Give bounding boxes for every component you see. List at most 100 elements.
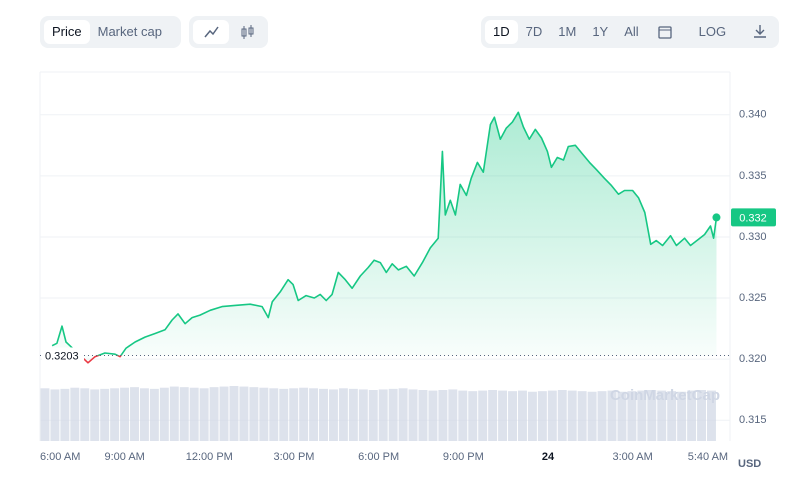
volume-bar: [458, 390, 468, 441]
candle-style-button[interactable]: [229, 20, 265, 44]
volume-bar: [100, 388, 110, 441]
volume-bar: [498, 390, 508, 441]
volume-bar: [537, 391, 547, 441]
volume-bar: [249, 387, 259, 441]
volume-bar: [80, 388, 90, 441]
volume-bar: [328, 389, 338, 441]
volume-bar: [398, 388, 408, 441]
volume-bar: [40, 388, 50, 441]
watermark: CoinMarketCap: [610, 387, 720, 404]
volume-bar: [70, 387, 80, 441]
range-7d[interactable]: 7D: [525, 24, 543, 39]
range-all[interactable]: All: [624, 24, 639, 39]
volume-bar: [647, 390, 657, 441]
x-tick-label: 24: [542, 451, 555, 463]
volume-bar: [677, 391, 687, 441]
volume-bar: [607, 390, 617, 441]
x-tick-label: 5:40 AM: [688, 451, 728, 463]
chart-style: [189, 16, 268, 48]
volume-bar: [338, 388, 348, 441]
volume-bar: [707, 390, 716, 441]
volume-bar: [139, 388, 149, 441]
x-tick-label: 12:00 PM: [186, 451, 233, 463]
volume-bar: [60, 388, 70, 441]
volume-bar: [289, 388, 299, 441]
volume-bar: [269, 388, 279, 441]
volume-bar: [697, 390, 707, 441]
current-price-badge: [731, 208, 776, 227]
volume-bar: [219, 386, 229, 441]
volume-bar: [627, 391, 637, 441]
x-tick-label: 3:00 PM: [274, 451, 315, 463]
volume-bar: [90, 389, 100, 441]
volume-bar: [209, 387, 219, 441]
volume-bar: [299, 387, 309, 441]
volume-bar: [657, 390, 667, 441]
currency-label: USD: [738, 458, 761, 470]
reference-label: 0.3203: [45, 350, 79, 362]
volume-bar: [368, 390, 378, 441]
volume-bar: [309, 388, 319, 441]
volume-bar: [50, 389, 60, 441]
volume-bar: [478, 390, 488, 441]
volume-bar: [557, 390, 567, 441]
volume-bar: [428, 390, 438, 441]
volume-bar: [159, 387, 169, 441]
volume-bar: [179, 387, 189, 441]
calendar-icon: [658, 26, 672, 39]
y-tick-label: 0.340: [739, 109, 767, 121]
candle-icon: [241, 25, 254, 39]
y-tick-label: 0.330: [739, 231, 767, 243]
volume-bar: [120, 387, 130, 441]
range-1m[interactable]: 1M: [558, 24, 577, 39]
volume-bar: [418, 390, 428, 441]
volume-bar: [468, 391, 478, 441]
line-style-button[interactable]: [193, 20, 229, 44]
range-tabs: 1D 7D 1M 1Y All LOG: [481, 16, 779, 48]
last-point: [712, 213, 721, 222]
volume-bar: [508, 391, 517, 441]
volume-bar: [527, 391, 537, 441]
download-icon: [754, 25, 767, 38]
volume-bar: [687, 390, 697, 441]
y-tick-label: 0.320: [739, 353, 767, 365]
current-price-label: 0.332: [739, 212, 767, 224]
price-tab[interactable]: Price: [44, 20, 90, 44]
y-tick-label: 0.335: [739, 170, 767, 182]
x-tick-label: 6:00 PM: [358, 451, 399, 463]
volume-bar: [617, 391, 627, 441]
range-1d[interactable]: 1D: [485, 20, 518, 44]
volume-bar: [567, 390, 577, 441]
volume-bar: [199, 388, 209, 441]
x-tick-label: 9:00 PM: [443, 451, 484, 463]
volume-bar: [637, 390, 647, 441]
volume-bar: [438, 390, 448, 441]
y-tick-label: 0.325: [739, 292, 767, 304]
volume-bar: [319, 388, 328, 441]
volume-bar: [587, 391, 597, 441]
x-tick-label: 3:00 AM: [612, 451, 652, 463]
volume-bar: [547, 390, 557, 441]
line-icon: [204, 26, 219, 38]
volume-bar: [259, 387, 269, 441]
calendar-button[interactable]: [647, 20, 683, 44]
range-1y[interactable]: 1Y: [592, 24, 609, 39]
volume-bar: [488, 390, 498, 441]
price-area: [52, 112, 717, 363]
volume-bar: [239, 386, 249, 441]
volume-bar: [517, 390, 527, 441]
volume-bar: [358, 389, 368, 441]
log-button[interactable]: LOG: [698, 24, 727, 39]
volume-bar: [229, 386, 239, 441]
price-line: [51, 111, 718, 364]
volume-bar: [169, 386, 179, 441]
download-button[interactable]: [742, 20, 778, 44]
x-tick-label: 9:00 AM: [104, 451, 144, 463]
market-cap-tab[interactable]: Market cap: [97, 24, 162, 39]
data-tabs: Price Market cap: [40, 16, 181, 48]
volume-bar: [388, 388, 398, 441]
volume-bar: [279, 388, 289, 441]
volume-bar: [110, 388, 120, 441]
